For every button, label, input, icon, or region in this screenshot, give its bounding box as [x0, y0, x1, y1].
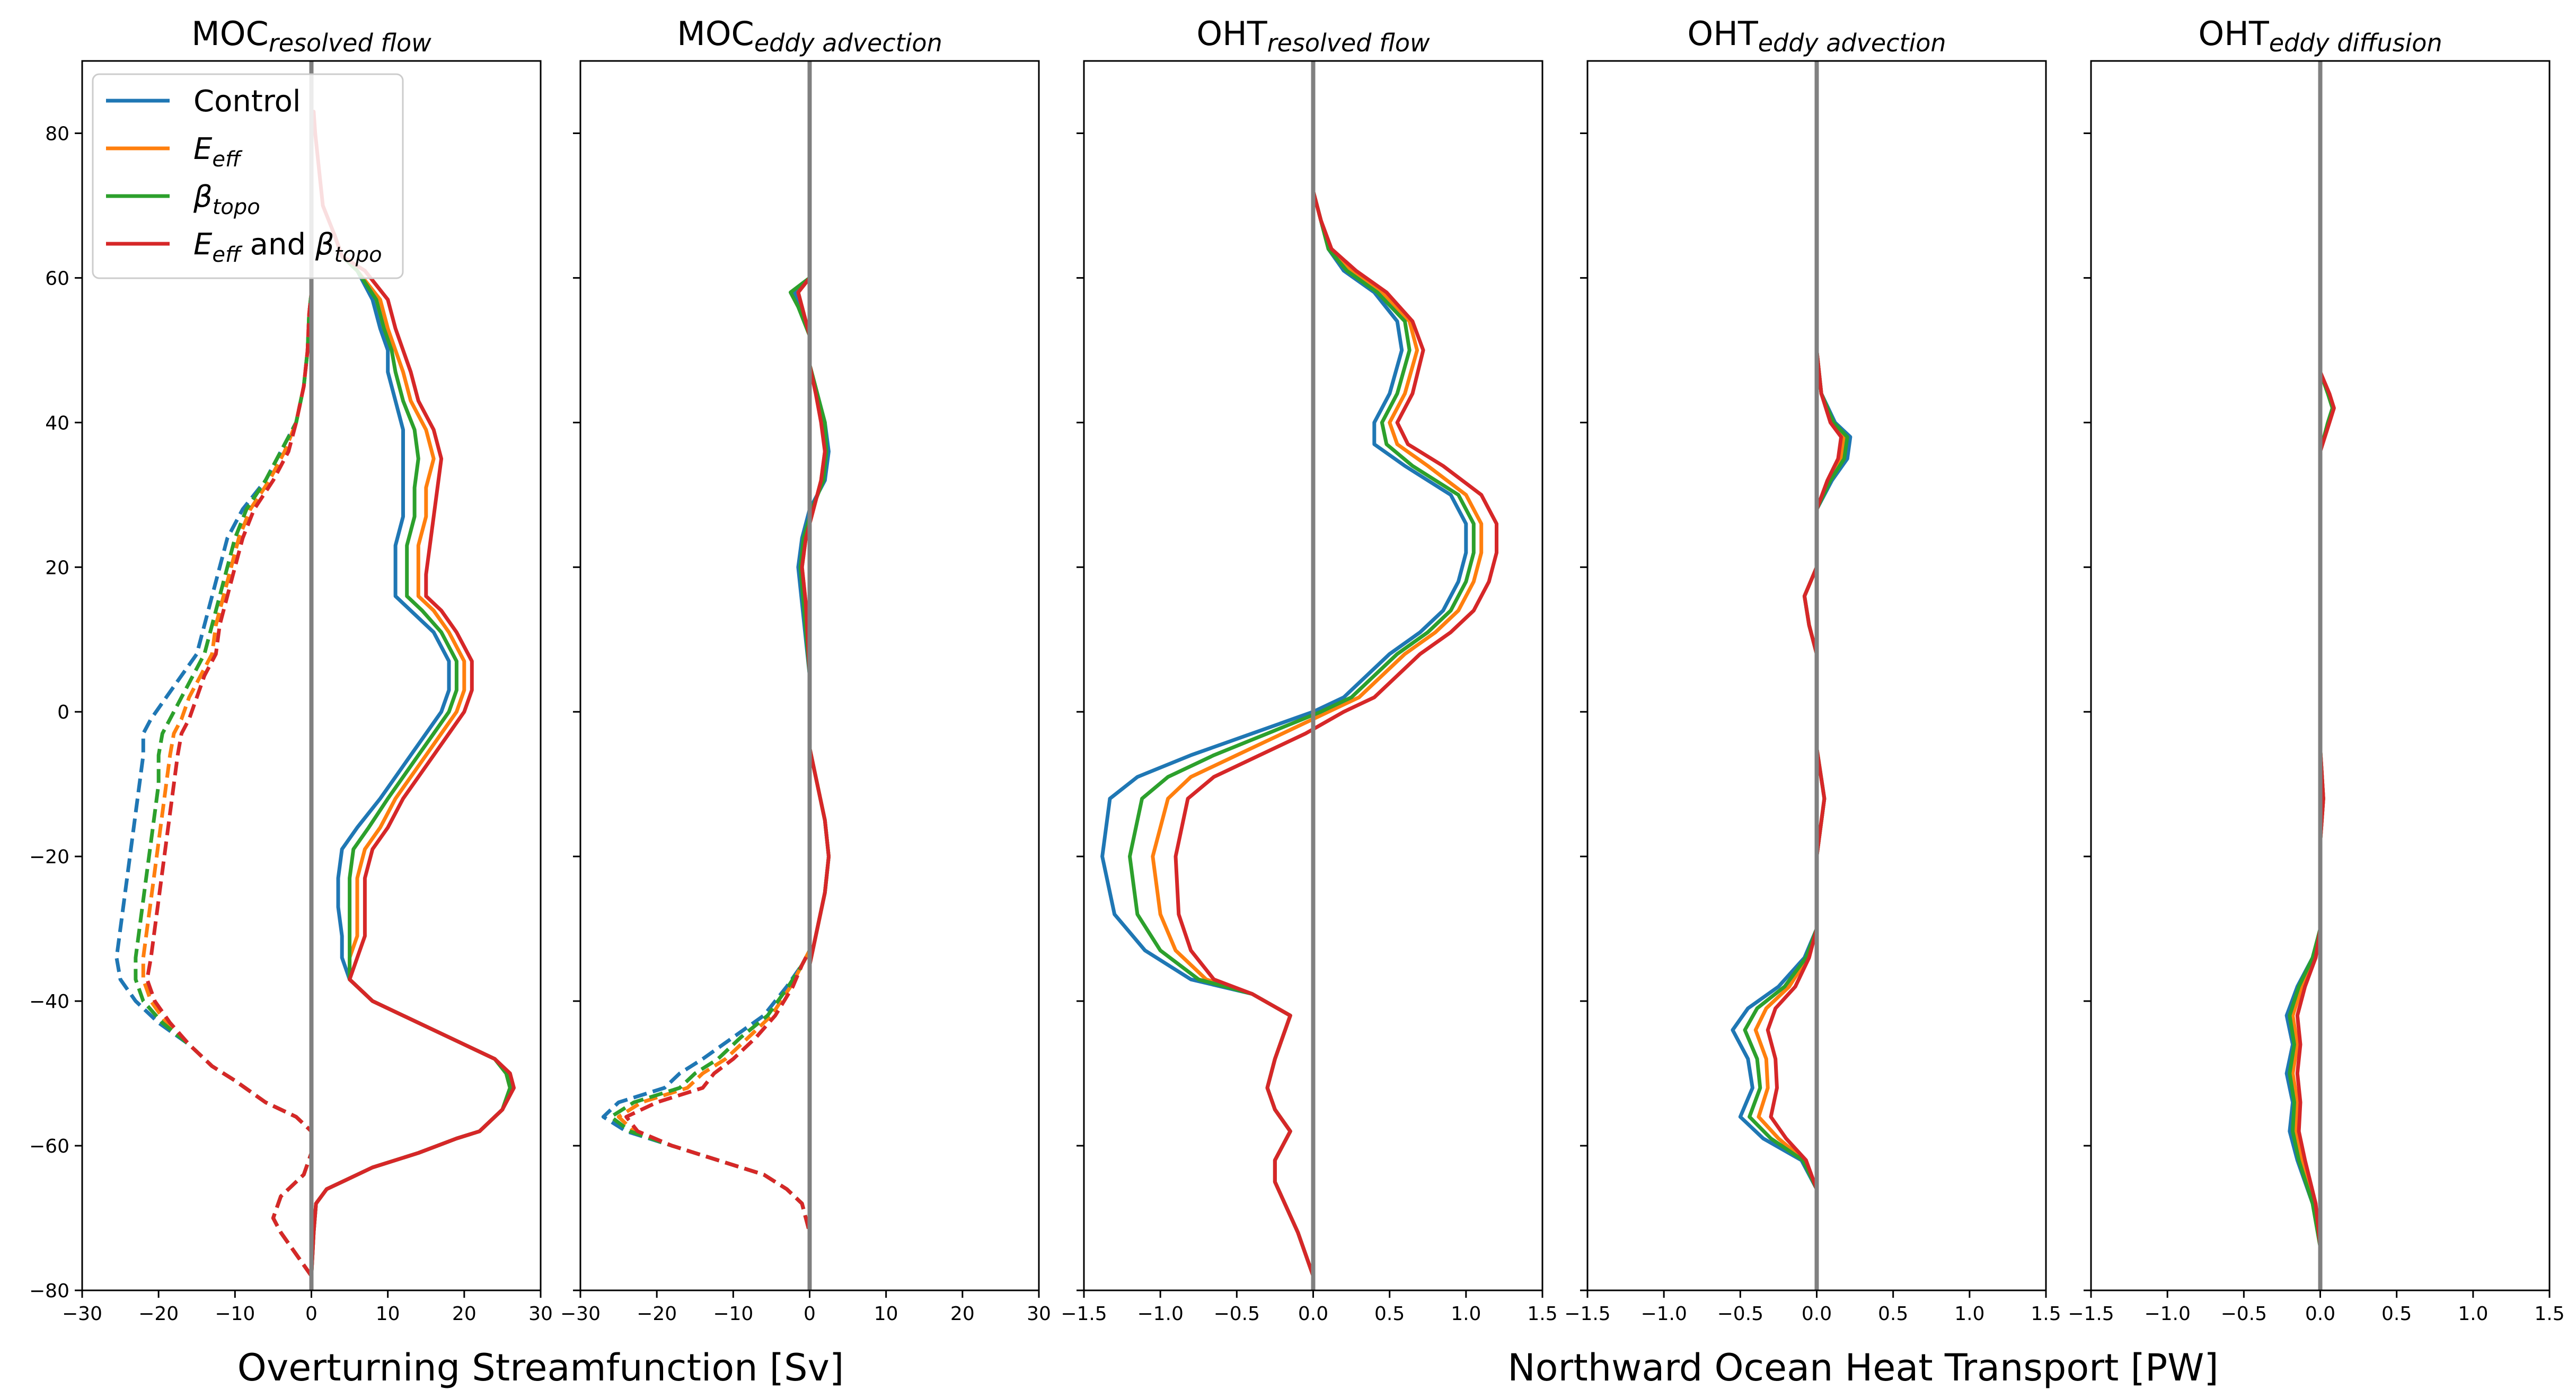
x-tick-label-oht_resolved-4: 0.5 [1374, 1303, 1405, 1325]
y-tick-label-moc_resolved-2: −40 [29, 991, 69, 1013]
x-tick-label-moc_resolved-5: 20 [452, 1303, 477, 1325]
x-tick-label-oht_eddy_adv-6: 1.5 [2031, 1303, 2061, 1325]
y-tick-label-moc_resolved-0: −80 [29, 1280, 69, 1302]
series-e_eff-solid-oht_resolved [1151, 131, 1484, 1278]
x-tick-label-moc_resolved-3: 0 [305, 1303, 317, 1325]
x-tick-label-moc_eddy-5: 20 [950, 1303, 975, 1325]
x-tick-label-moc_resolved-1: −20 [138, 1303, 179, 1325]
x-tick-label-oht_eddy_diff-3: 0.0 [2305, 1303, 2335, 1325]
series-control-solid-oht_eddy_adv [1731, 240, 1852, 1278]
legend-label-beta-topo: βtopo [193, 180, 260, 219]
x-tick-label-moc_eddy-4: 10 [874, 1303, 898, 1325]
x-tick-label-moc_eddy-0: −30 [560, 1303, 601, 1325]
x-tick-label-moc_eddy-2: −10 [713, 1303, 753, 1325]
x-tick-label-oht_eddy_adv-1: −1.0 [1640, 1303, 1687, 1325]
x-tick-label-moc_resolved-2: −10 [215, 1303, 255, 1325]
series-e_eff-and-beta_topo-solid-oht_eddy_adv [1766, 240, 1843, 1278]
y-tick-label-moc_resolved-1: −60 [29, 1136, 69, 1157]
series-e_eff-and-beta_topo-solid-moc_eddy [796, 102, 831, 967]
x-tick-label-moc_resolved-6: 30 [528, 1303, 553, 1325]
x-tick-label-oht_resolved-3: 0.0 [1298, 1303, 1328, 1325]
panel-title-moc_resolved: MOCresolved flow [191, 14, 431, 57]
series-e_eff-solid-oht_eddy_adv [1753, 240, 1846, 1278]
x-tick-label-oht_resolved-0: −1.5 [1061, 1303, 1107, 1325]
axes-frame-oht_eddy_diff [2090, 60, 2551, 1291]
panel-moc_resolved: −30 −20 −10 0 10 20 30 −80 −60 −40 −20 0 20 40 60 80 MOC… [29, 14, 553, 1325]
x-tick-label-oht_eddy_adv-0: −1.5 [1564, 1303, 1610, 1325]
y-tick-label-moc_resolved-7: 60 [45, 268, 69, 289]
legend-box [92, 73, 404, 279]
axes-frame-oht_resolved [1083, 60, 1543, 1291]
panel-moc_eddy: −30 −20 −10 0 10 20 30 MOCeddy advection [560, 14, 1051, 1325]
x-tick-label-moc_eddy-1: −20 [637, 1303, 677, 1325]
axes-frame-oht_eddy_adv [1586, 60, 2047, 1291]
y-tick-label-moc_resolved-3: −20 [29, 846, 69, 868]
y-tick-label-moc_resolved-4: 0 [57, 702, 69, 723]
series-e_eff-and-beta_topo-solid-oht_resolved [1174, 131, 1498, 1278]
series-beta_topo-solid-oht_resolved [1128, 131, 1476, 1278]
series-e_eff-and-beta_topo-dashed-moc_eddy [624, 949, 811, 1269]
x-tick-label-moc_eddy-6: 30 [1027, 1303, 1051, 1325]
panel-title-oht_resolved: OHTresolved flow [1196, 14, 1430, 57]
legend: Control Eeff βtopo Eeff and βtopo [92, 73, 404, 279]
panel-oht_resolved: −1.5 −1.0 −0.5 0.0 0.5 1.0 1.5 OHTresolved flow [1061, 14, 1557, 1325]
axes-frame-moc_resolved [81, 60, 542, 1291]
x-tick-label-oht_eddy_diff-6: 1.5 [2534, 1303, 2564, 1325]
x-tick-label-oht_resolved-1: −1.0 [1137, 1303, 1183, 1325]
x-tick-label-oht_eddy_diff-5: 1.0 [2458, 1303, 2488, 1325]
legend-label-e-eff-and-beta-topo: Eeff and βtopo [193, 227, 382, 267]
panel-oht_eddy_diff: −1.5 −1.0 −0.5 0.0 0.5 1.0 1.5 OHTeddy diffusio… [2068, 14, 2564, 1325]
x-tick-label-oht_eddy_adv-4: 0.5 [1878, 1303, 1908, 1325]
x-tick-label-oht_eddy_diff-0: −1.5 [2068, 1303, 2114, 1325]
x-tick-label-oht_resolved-2: −0.5 [1214, 1303, 1260, 1325]
x-tick-label-oht_eddy_adv-3: 0.0 [1802, 1303, 1832, 1325]
series-e_eff-and-beta_topo-solid-oht_eddy_diff [2295, 312, 2336, 1249]
panel-title-oht_eddy_diff: OHTeddy diffusion [2198, 14, 2442, 57]
x-axis-label-heat-transport: Northward Ocean Heat Transport [PW] [1507, 1346, 2218, 1389]
x-tick-label-oht_eddy_diff-2: −0.5 [2221, 1303, 2267, 1325]
series-e_eff-and-beta_topo-solid-moc_resolved [310, 110, 516, 1278]
y-tick-label-moc_resolved-6: 40 [45, 412, 69, 434]
series-control-solid-moc_resolved [310, 233, 512, 1278]
x-tick-label-moc_resolved-4: 10 [376, 1303, 400, 1325]
panel-title-oht_eddy_adv: OHTeddy advection [1687, 14, 1946, 57]
y-tick-label-moc_resolved-8: 80 [45, 123, 69, 145]
x-axis-label-overturning: Overturning Streamfunction [Sv] [237, 1346, 844, 1389]
x-tick-label-oht_resolved-5: 1.0 [1451, 1303, 1481, 1325]
axes-frame-moc_eddy [579, 60, 1040, 1291]
series-beta_topo-dashed-moc_resolved [134, 292, 313, 1277]
series-control-dashed-moc_resolved [114, 292, 313, 1277]
x-tick-label-oht_eddy_adv-5: 1.0 [1954, 1303, 1984, 1325]
series-control-solid-oht_resolved [1100, 131, 1468, 1278]
x-tick-label-oht_eddy_diff-4: 0.5 [2381, 1303, 2412, 1325]
x-tick-label-oht_resolved-6: 1.5 [1527, 1303, 1557, 1325]
x-tick-label-moc_eddy-3: 0 [804, 1303, 816, 1325]
x-tick-label-moc_resolved-0: −30 [62, 1303, 102, 1325]
panel-oht_eddy_adv: −1.5 −1.0 −0.5 0.0 0.5 1.0 1.5 OHTeddy advectio… [1564, 14, 2061, 1325]
legend-label-control: Control [193, 84, 301, 119]
x-tick-label-oht_eddy_adv-2: −0.5 [1717, 1303, 1763, 1325]
x-tick-label-oht_eddy_diff-1: −1.0 [2144, 1303, 2190, 1325]
y-tick-label-moc_resolved-5: 20 [45, 557, 69, 579]
panel-title-moc_eddy: MOCeddy advection [677, 14, 942, 57]
legend-label-e-eff: Eeff [193, 132, 243, 172]
